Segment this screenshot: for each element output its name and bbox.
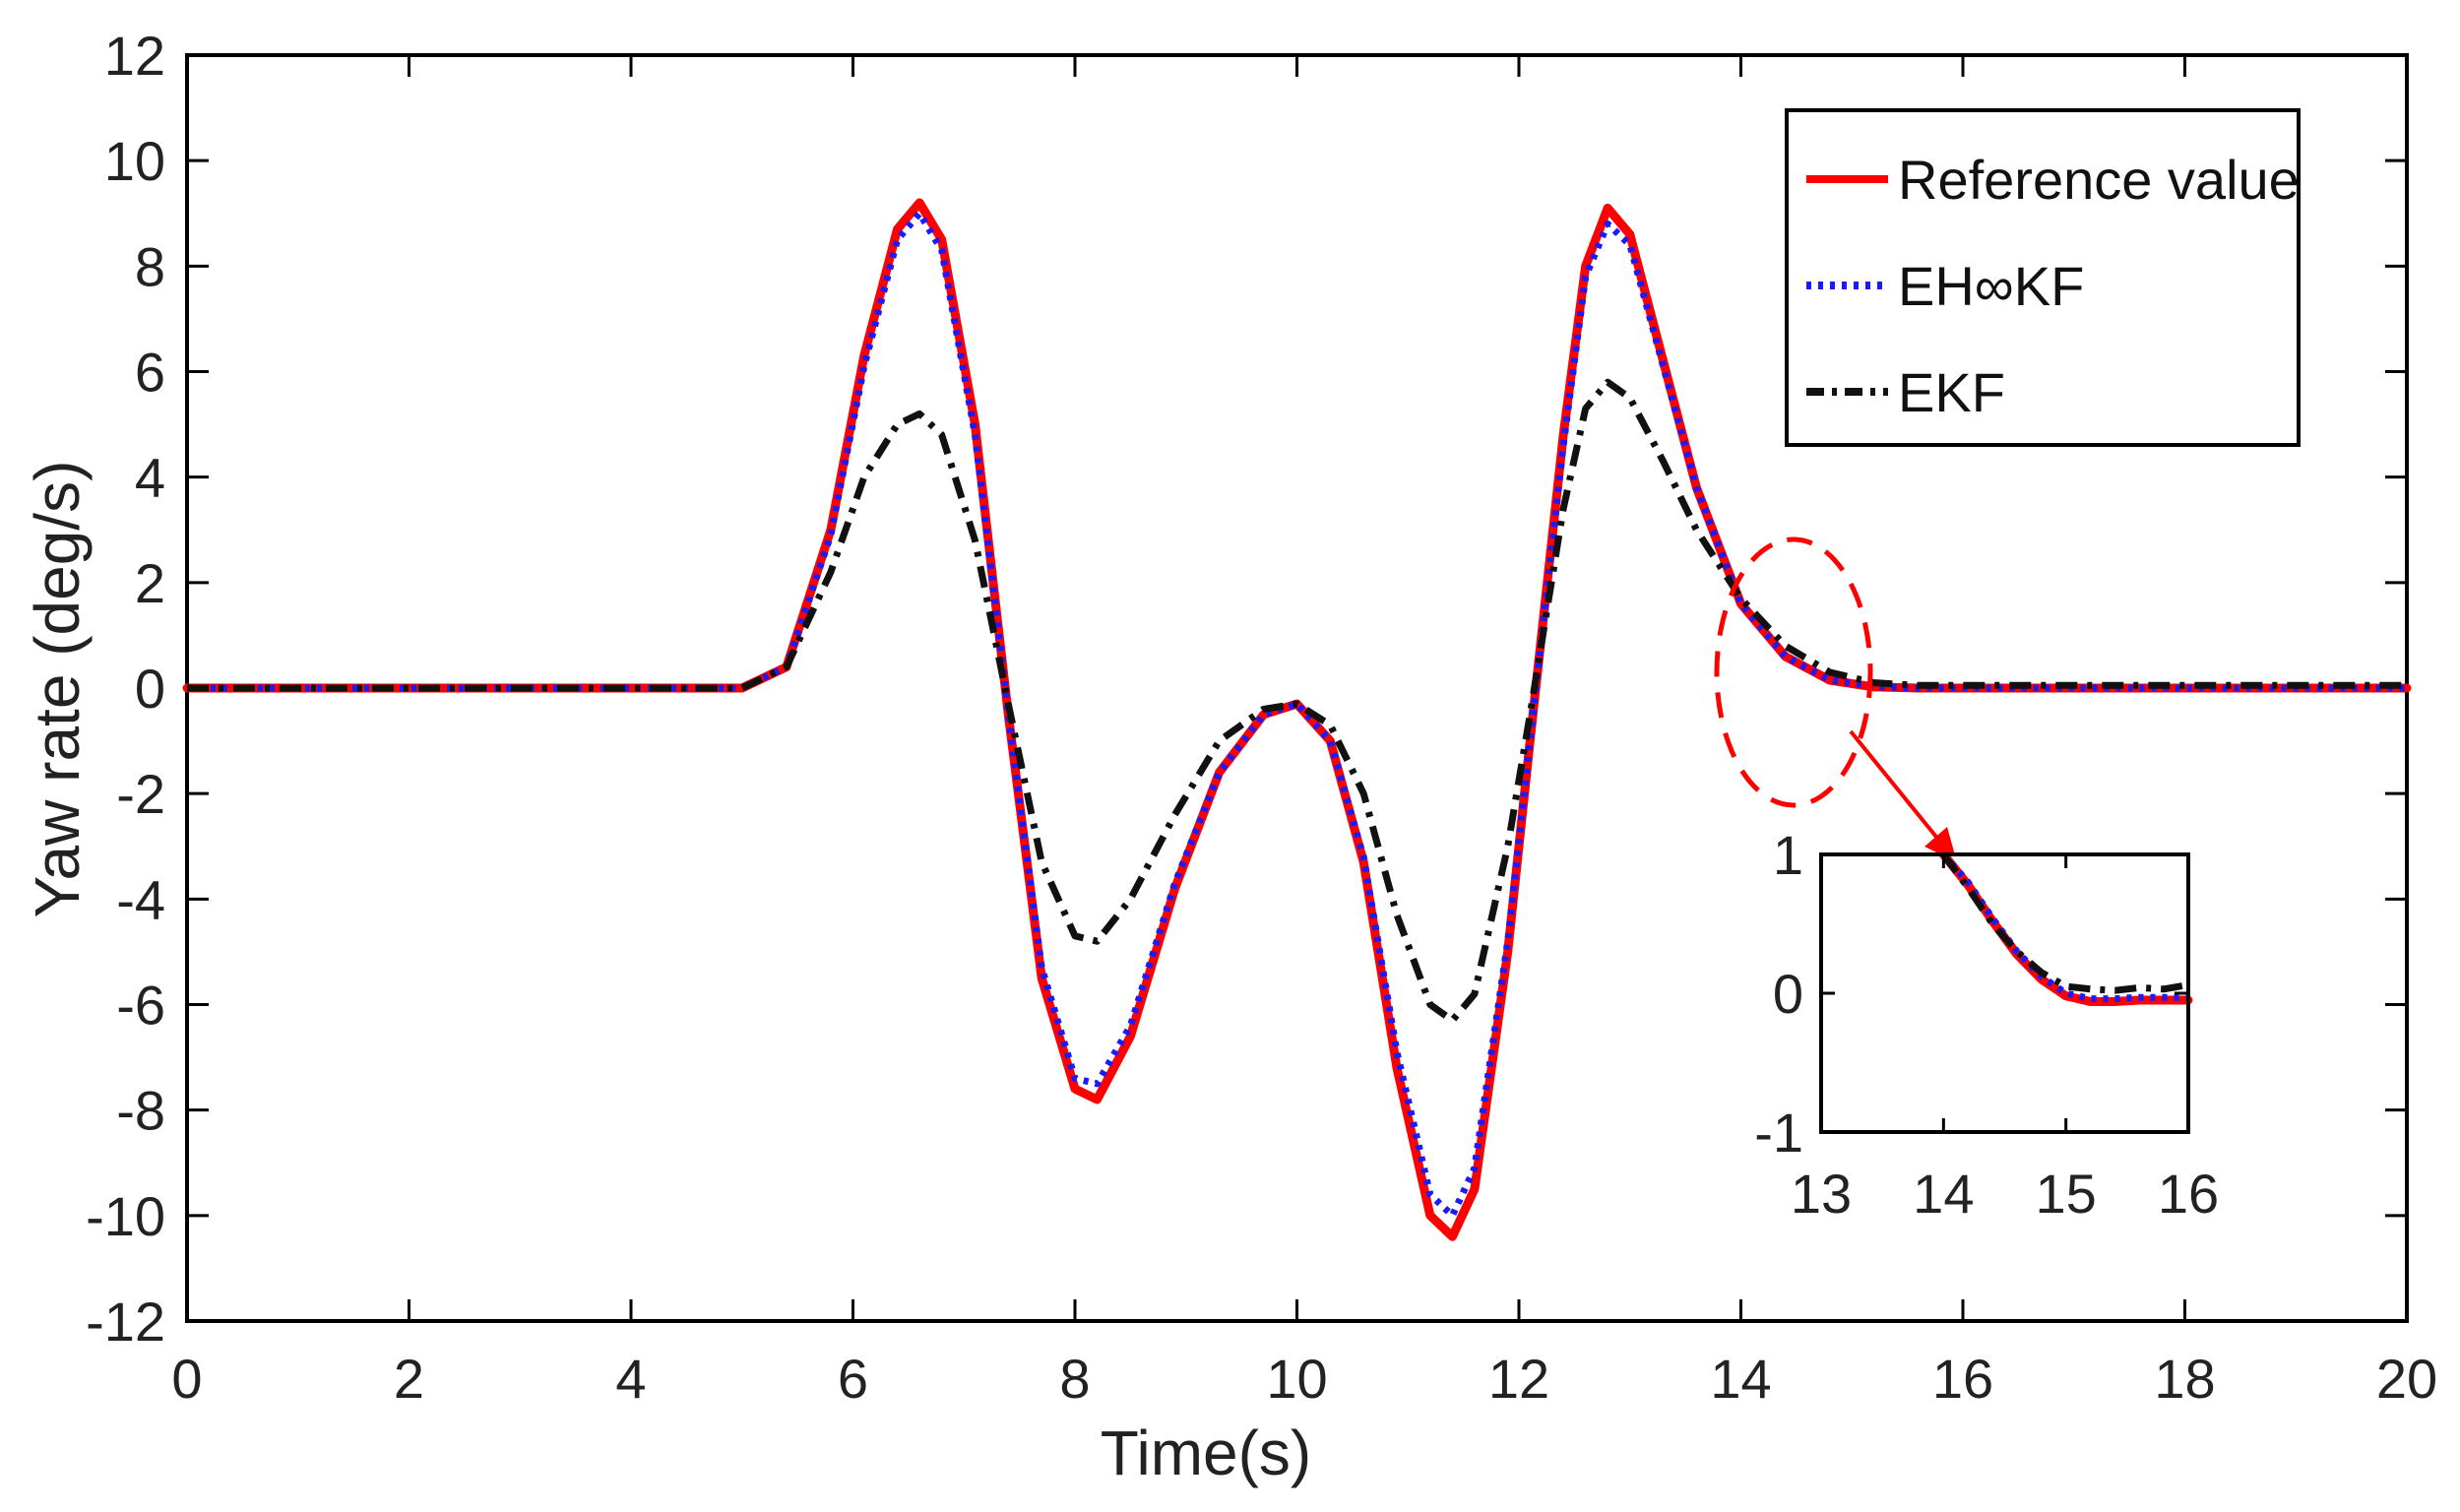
inset-tick-labels: 13 14 15 16 -1 0 1 xyxy=(1754,824,2219,1225)
series-ekf-line xyxy=(1940,851,2189,994)
legend-label-ekf: EKF xyxy=(1898,361,2005,423)
x-tick-label: 13 xyxy=(1791,1163,1852,1225)
series-reference-line xyxy=(1938,850,2193,1006)
x-tick-label: 8 xyxy=(1059,1348,1090,1410)
y-tick-label: 12 xyxy=(104,25,165,87)
main-ticks xyxy=(185,53,2409,1323)
x-tick-label: 12 xyxy=(1488,1348,1549,1410)
y-tick-label: -4 xyxy=(116,868,165,930)
x-tick-label: 4 xyxy=(615,1348,646,1410)
y-tick-label: 2 xyxy=(135,552,165,614)
y-tick-label: 0 xyxy=(135,658,165,720)
x-axis-label: Time(s) xyxy=(1101,1418,1311,1488)
y-tick-label: -8 xyxy=(116,1080,165,1142)
x-tick-label: 20 xyxy=(2376,1348,2437,1410)
inset-series xyxy=(1938,850,2193,1006)
x-tick-label: 18 xyxy=(2154,1348,2215,1410)
y-tick-label: -2 xyxy=(116,763,165,825)
x-tick-label: 16 xyxy=(2158,1163,2219,1225)
y-tick-label: 4 xyxy=(135,447,165,509)
y-tick-label: 8 xyxy=(135,235,165,297)
x-tick-label: 2 xyxy=(394,1348,424,1410)
y-tick-label: 1 xyxy=(1773,824,1803,886)
inset-background xyxy=(1821,854,2188,1132)
legend-label-ehinf: EH∞KF xyxy=(1898,255,2084,317)
x-tick-label: 0 xyxy=(171,1348,202,1410)
inset-ticks xyxy=(1819,852,2190,1134)
zoom-callout-ellipse xyxy=(1714,536,1873,808)
legend-label-reference: Reference value xyxy=(1898,149,2300,211)
zoom-callout-arrow xyxy=(1849,729,1946,849)
main-series xyxy=(182,198,2412,1241)
series-ehinf-line xyxy=(187,210,2407,1220)
series-ekf-line xyxy=(187,378,2407,1025)
x-tick-label: 15 xyxy=(2036,1163,2097,1225)
y-axis-label: Yaw rate (deg/s) xyxy=(22,461,93,918)
y-tick-label: 0 xyxy=(1773,963,1803,1025)
y-tick-label: -12 xyxy=(86,1291,165,1353)
y-tick-label: -6 xyxy=(116,975,165,1037)
x-tick-label: 16 xyxy=(1932,1348,1993,1410)
y-tick-label: 6 xyxy=(135,342,165,404)
x-tick-label: 14 xyxy=(1710,1348,1771,1410)
x-tick-label: 10 xyxy=(1266,1348,1327,1410)
legend: Reference value EH∞KF EKF xyxy=(1785,108,2301,447)
y-tick-label: -1 xyxy=(1754,1102,1803,1164)
y-tick-label: 10 xyxy=(104,130,165,192)
x-tick-label: 6 xyxy=(838,1348,868,1410)
y-tick-label: -10 xyxy=(86,1185,165,1247)
x-tick-label: 14 xyxy=(1913,1163,1974,1225)
